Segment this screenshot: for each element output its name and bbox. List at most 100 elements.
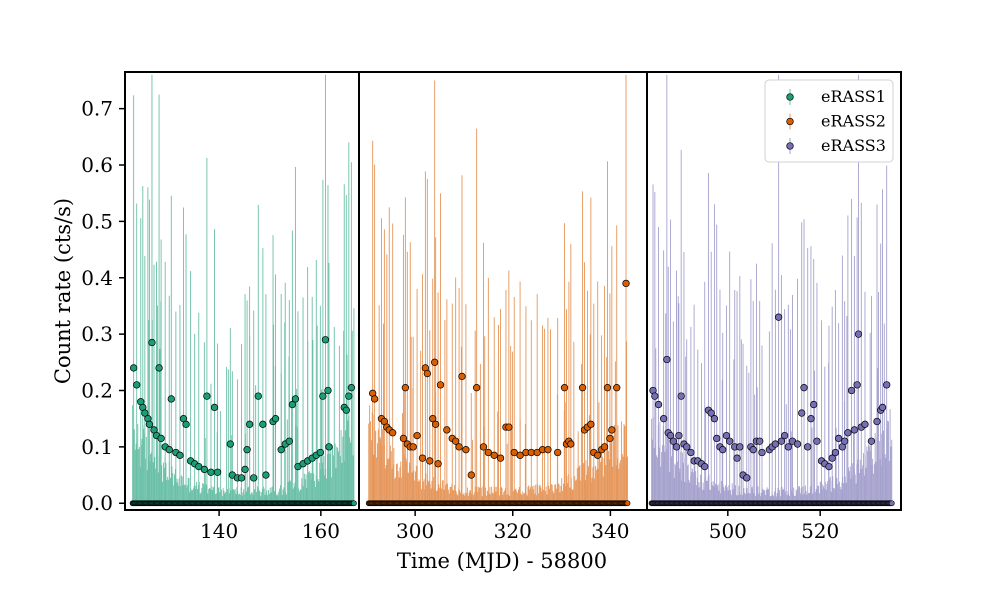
- data-point: [472, 384, 481, 392]
- panel-eRASS3-data: [648, 74, 895, 507]
- data-point: [176, 451, 184, 459]
- data-point: [213, 468, 222, 476]
- data-point: [401, 384, 410, 392]
- data-point: [651, 392, 659, 400]
- data-point: [226, 440, 234, 448]
- data-point: [774, 313, 783, 321]
- legend-marker: [786, 117, 794, 126]
- data-point: [713, 434, 721, 443]
- legend-item-eRASS1: eRASS1: [786, 87, 886, 106]
- data-point: [844, 429, 852, 437]
- data-point: [288, 400, 297, 409]
- series-eRASS3-errorbars: [651, 292, 893, 504]
- data-point: [888, 500, 895, 507]
- data-point: [861, 420, 869, 428]
- x-tick-label: 320: [494, 519, 532, 543]
- data-point: [496, 454, 505, 462]
- legend-label: eRASS3: [821, 136, 886, 155]
- x-tick-label: 500: [709, 519, 747, 543]
- data-marks-layer: [129, 74, 895, 507]
- data-point: [560, 384, 569, 392]
- data-point: [883, 381, 891, 389]
- series-eRASS2-detection-errorbars: [372, 74, 627, 504]
- data-point: [567, 440, 575, 448]
- data-point: [600, 443, 609, 451]
- data-point: [505, 423, 513, 431]
- data-point: [245, 420, 254, 428]
- data-point: [784, 443, 792, 451]
- data-point: [423, 369, 431, 378]
- data-point: [835, 434, 843, 443]
- data-point: [701, 462, 709, 471]
- data-point: [141, 409, 149, 417]
- panel-frames-layer: [124, 71, 902, 511]
- data-point: [726, 437, 734, 445]
- data-point: [370, 395, 379, 403]
- x-tick-label: 340: [591, 519, 629, 543]
- data-point: [455, 443, 463, 451]
- data-point: [458, 372, 466, 381]
- data-point: [810, 400, 818, 409]
- x-tick-label: 300: [396, 519, 434, 543]
- data-point: [241, 465, 249, 474]
- data-point: [736, 443, 744, 451]
- data-point: [325, 443, 333, 451]
- y-tick-label: 0.3: [81, 322, 113, 346]
- data-point: [587, 420, 595, 428]
- legend-marker: [786, 142, 794, 150]
- data-point: [426, 457, 434, 465]
- data-point: [828, 454, 836, 462]
- data-point: [399, 434, 408, 443]
- data-point: [347, 384, 356, 392]
- data-point: [800, 384, 808, 392]
- data-point: [182, 420, 190, 428]
- y-tick-label: 0.1: [81, 435, 113, 459]
- data-point: [516, 451, 524, 459]
- data-point: [324, 386, 332, 395]
- y-tick-label: 0.4: [81, 266, 113, 290]
- data-point: [479, 443, 488, 451]
- data-point: [606, 434, 614, 443]
- data-point: [733, 454, 741, 462]
- data-point: [804, 443, 812, 451]
- legend-label: eRASS2: [821, 112, 886, 131]
- series-eRASS2-points: [369, 279, 630, 479]
- data-point: [133, 381, 141, 389]
- legend: eRASS1 eRASS2 eRASS3: [764, 79, 894, 163]
- data-point: [155, 364, 163, 372]
- data-point: [145, 420, 154, 428]
- series-eRASS3-points: [649, 313, 891, 482]
- data-point: [853, 381, 861, 389]
- data-point: [850, 426, 859, 434]
- data-point: [434, 460, 442, 468]
- data-point: [780, 431, 789, 440]
- series-eRASS1-zero-points: [129, 500, 357, 507]
- data-point: [285, 437, 293, 445]
- data-point: [409, 443, 417, 451]
- data-point: [831, 448, 840, 457]
- data-point: [675, 431, 683, 440]
- data-point: [756, 437, 764, 445]
- series-eRASS3-zero-points: [648, 500, 895, 507]
- data-point: [798, 409, 806, 417]
- axes-layer: 140 160 300 320 340 500 520 0.0 0.1 0.2 0.3 0.4 0.5 0…: [81, 97, 839, 543]
- y-tick-label: 0.5: [81, 209, 113, 233]
- data-point: [165, 446, 173, 454]
- data-point: [351, 500, 357, 507]
- x-tick-label: 160: [302, 519, 340, 543]
- y-tick-label: 0.2: [81, 378, 113, 402]
- legend-item-eRASS2: eRASS2: [786, 112, 886, 131]
- x-tick-label: 520: [801, 519, 839, 543]
- data-point: [443, 426, 451, 434]
- data-point: [594, 451, 602, 459]
- data-point: [554, 448, 562, 457]
- legend-label: eRASS1: [821, 87, 886, 106]
- data-point: [431, 420, 440, 428]
- data-point: [847, 386, 856, 395]
- data-point: [436, 381, 445, 389]
- data-point: [277, 446, 285, 454]
- data-point: [210, 403, 219, 412]
- data-point: [254, 392, 262, 400]
- data-point: [603, 384, 612, 392]
- data-point: [813, 437, 821, 445]
